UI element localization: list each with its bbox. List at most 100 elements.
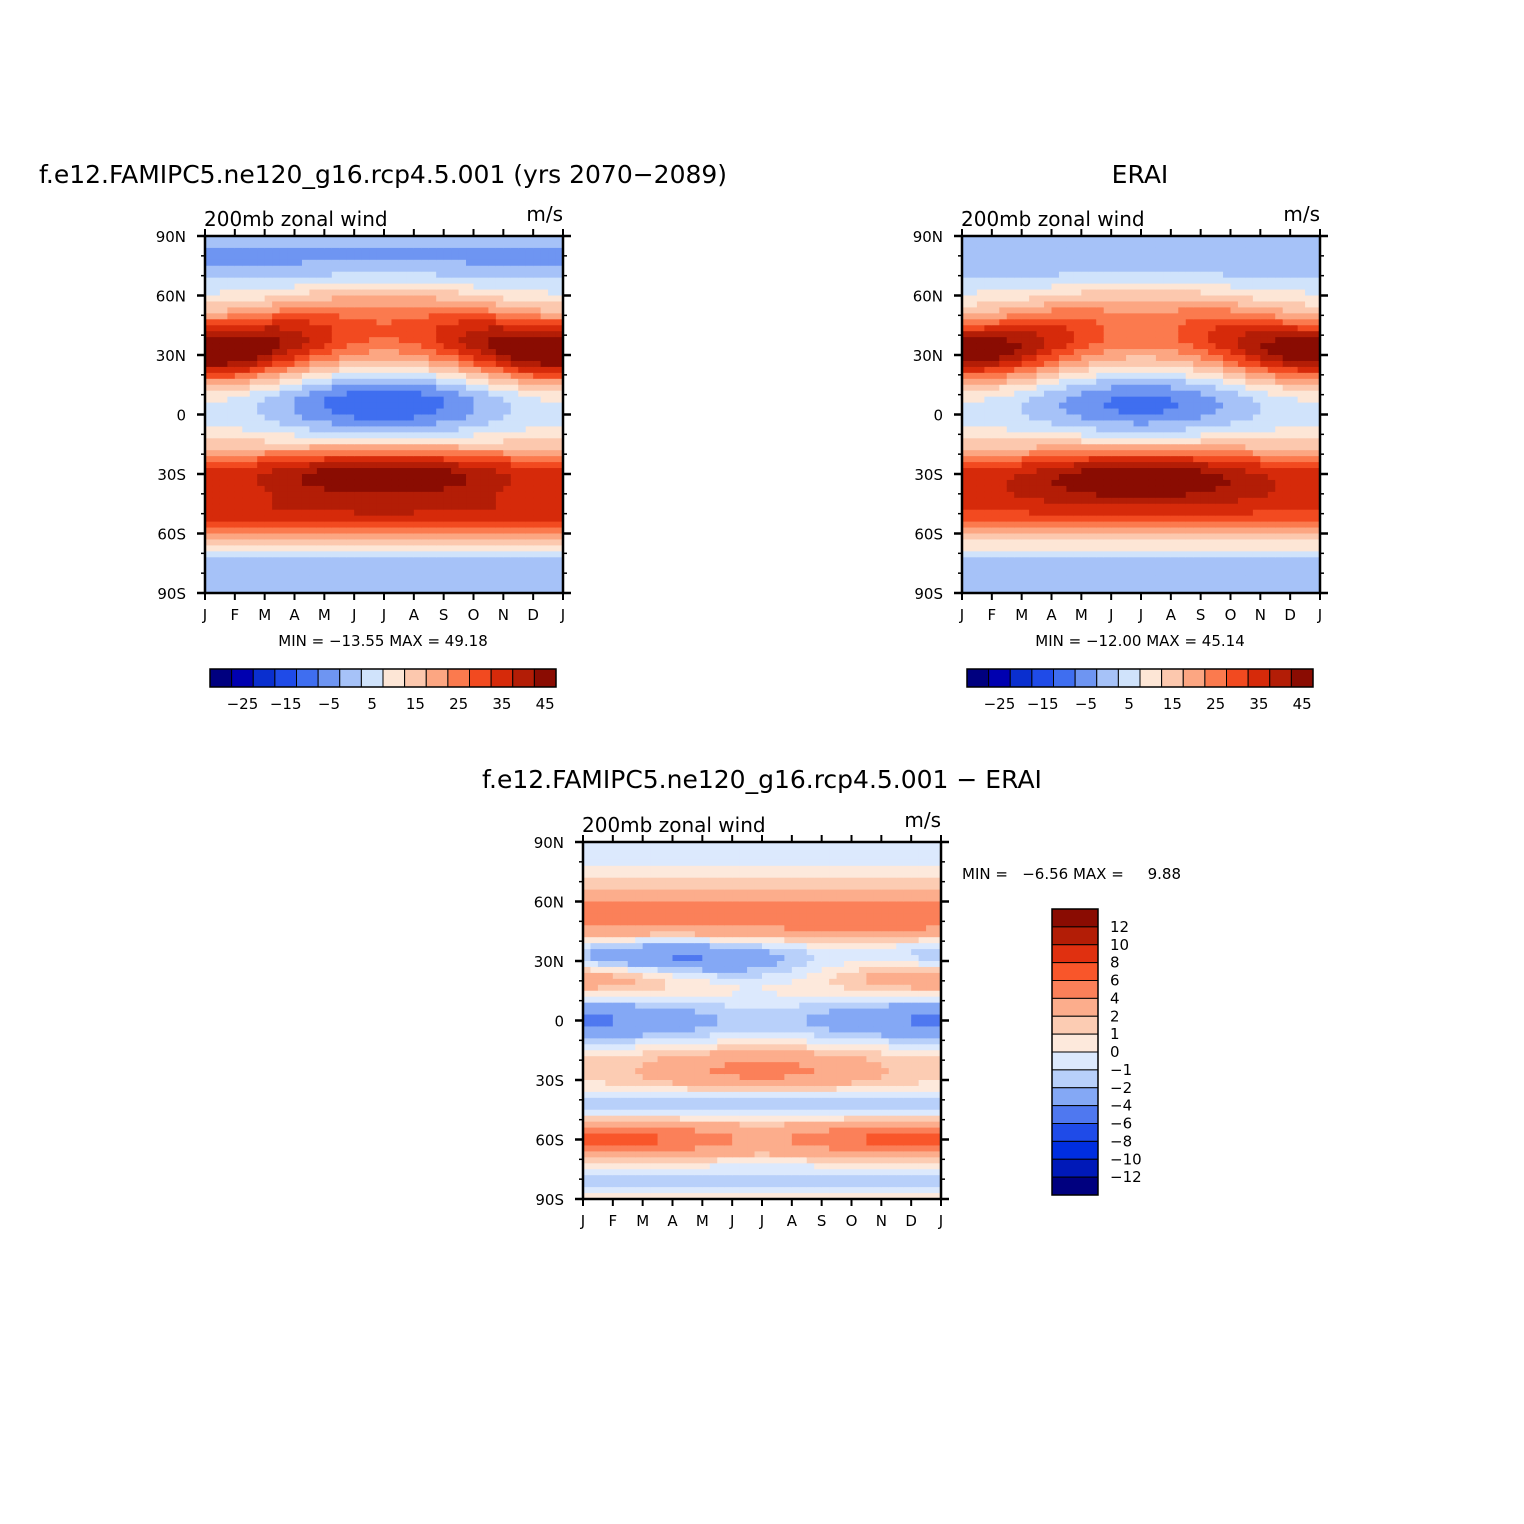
field-cell xyxy=(339,521,348,529)
field-cell xyxy=(1066,456,1075,463)
field-cell xyxy=(555,337,564,344)
field-cell xyxy=(1036,408,1045,416)
field-cell xyxy=(1185,396,1194,404)
field-cell xyxy=(272,343,281,350)
field-cell xyxy=(369,497,378,505)
field-cell xyxy=(548,426,557,433)
field-cell xyxy=(257,557,266,564)
field-cell xyxy=(279,426,288,433)
field-cell xyxy=(287,277,296,285)
field-cell xyxy=(391,557,400,564)
field-cell xyxy=(324,295,333,303)
field-cell xyxy=(548,408,557,416)
field-cell xyxy=(1133,271,1142,279)
field-cell xyxy=(1088,343,1097,350)
field-cell xyxy=(249,587,258,594)
field-cell xyxy=(1073,313,1082,320)
field-cell xyxy=(279,283,288,291)
field-cell xyxy=(1021,462,1030,469)
field-cell xyxy=(301,253,311,261)
field-cell xyxy=(488,503,497,511)
field-cell xyxy=(984,265,993,273)
field-cell xyxy=(219,563,228,570)
field-cell xyxy=(331,337,340,344)
field-cell xyxy=(1058,557,1068,564)
field-cell xyxy=(1021,277,1030,285)
field-cell xyxy=(1111,521,1120,529)
field-cell xyxy=(1058,343,1068,350)
field-cell xyxy=(1141,271,1150,279)
field-cell xyxy=(548,355,557,362)
field-cell xyxy=(249,390,258,398)
field-cell xyxy=(361,462,370,469)
field-cell xyxy=(287,337,296,344)
field-cell xyxy=(1148,479,1157,487)
field-cell xyxy=(999,384,1008,392)
field-cell xyxy=(1021,355,1030,362)
field-cell xyxy=(1066,265,1075,273)
field-cell xyxy=(473,366,482,374)
field-cell xyxy=(503,313,512,320)
field-cell xyxy=(999,497,1008,505)
field-cell xyxy=(376,479,385,487)
field-cell xyxy=(257,563,266,570)
field-cell xyxy=(473,557,482,564)
field-cell xyxy=(1118,307,1127,314)
field-cell xyxy=(525,253,534,261)
field-cell xyxy=(1170,319,1179,326)
field-cell xyxy=(428,468,437,475)
field-cell xyxy=(376,438,385,445)
field-cell xyxy=(495,438,504,445)
field-cell xyxy=(466,479,475,487)
field-cell xyxy=(1044,325,1053,332)
field-cell xyxy=(309,503,318,511)
field-cell xyxy=(991,551,1000,558)
field-cell xyxy=(1178,456,1187,463)
field-cell xyxy=(984,569,993,576)
field-cell xyxy=(279,497,288,505)
field-cell xyxy=(413,569,422,576)
field-cell xyxy=(249,426,258,433)
field-cell xyxy=(354,474,363,481)
field-cell xyxy=(1058,545,1068,552)
field-cell xyxy=(212,349,221,356)
field-cell xyxy=(555,378,564,386)
field-cell xyxy=(205,432,214,439)
field-cell xyxy=(279,247,288,255)
field-cell xyxy=(443,450,452,457)
field-cell xyxy=(1126,491,1135,499)
left-string: 200mb zonal wind xyxy=(961,207,1145,231)
field-cell xyxy=(510,265,519,273)
field-cell xyxy=(227,474,236,481)
field-cell xyxy=(331,241,340,249)
field-cell xyxy=(1036,241,1045,249)
field-cell xyxy=(1088,545,1097,552)
field-cell xyxy=(1103,456,1112,463)
field-cell xyxy=(264,343,273,350)
field-cell xyxy=(1081,372,1090,380)
field-cell xyxy=(1155,331,1164,338)
field-cell xyxy=(242,343,251,350)
field-cell xyxy=(991,426,1000,433)
y-tick-label: 60N xyxy=(156,288,186,306)
field-cell xyxy=(1029,444,1038,451)
field-cell xyxy=(976,337,985,344)
field-cell xyxy=(398,479,407,487)
field-cell xyxy=(443,563,452,570)
field-cell xyxy=(1148,259,1157,267)
field-cell xyxy=(991,360,1000,368)
field-cell xyxy=(1163,521,1172,529)
field-cell xyxy=(451,289,460,297)
field-cell xyxy=(436,289,445,297)
field-cell xyxy=(413,253,422,261)
field-cell xyxy=(331,396,340,404)
field-cell xyxy=(428,372,437,380)
field-cell xyxy=(1058,396,1068,404)
field-cell xyxy=(1088,289,1097,297)
field-cell xyxy=(525,414,534,422)
field-cell xyxy=(376,485,385,493)
field-cell xyxy=(279,503,288,511)
field-cell xyxy=(1096,551,1105,558)
field-cell xyxy=(1200,533,1209,541)
field-cell xyxy=(555,372,564,380)
